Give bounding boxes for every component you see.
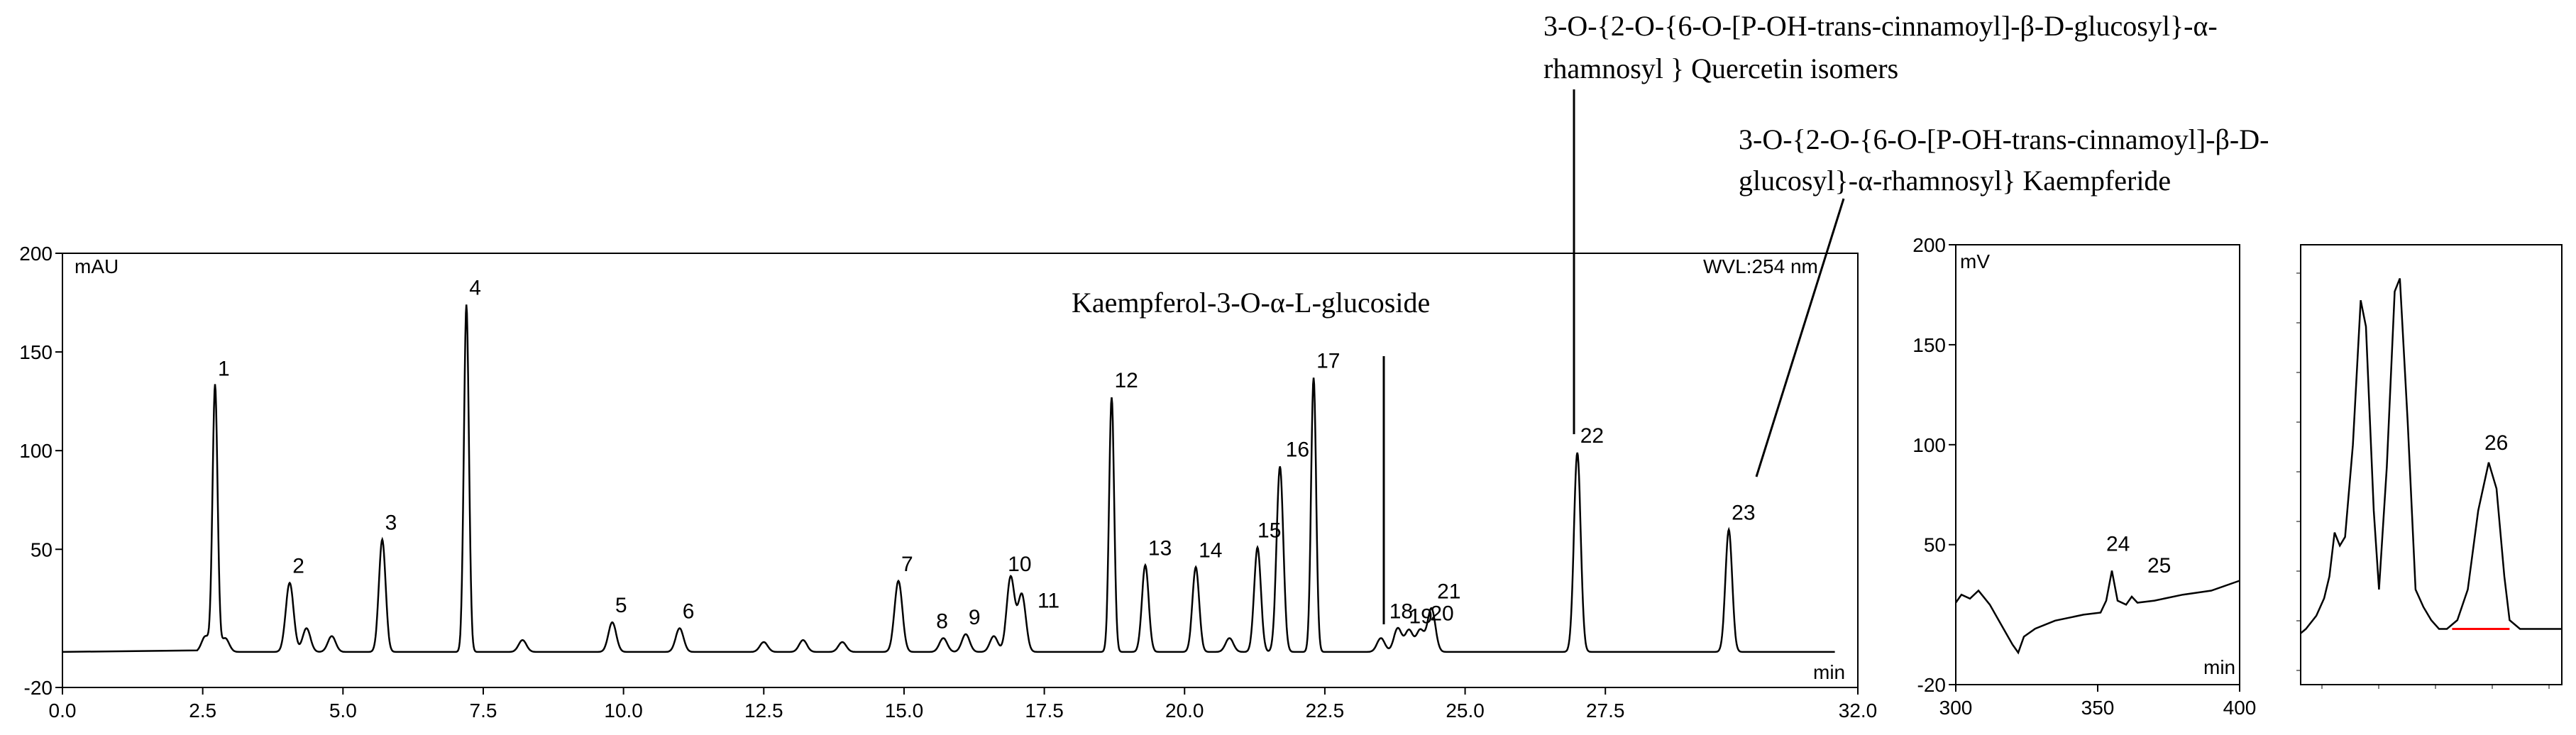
peak-label: 13 <box>1148 537 1172 560</box>
inset1-peak-label: 24 <box>2106 532 2130 556</box>
x-tick-label: 2.5 <box>189 700 216 722</box>
annotation-kaempferide-line1: 3-O-{2-O-{6-O-[P-OH-trans-cinnamoyl]-β-D… <box>1739 123 2269 155</box>
inset1-x-tick-label: 350 <box>2081 697 2115 719</box>
inset1-y-unit-label: mV <box>1960 250 1990 272</box>
main-trace-line <box>62 304 1835 653</box>
inset1-y-tick-label: 200 <box>1912 234 1946 256</box>
annotation-kaempferol: Kaempferol-3-O-α-L-glucoside <box>1072 287 1430 319</box>
inset1-y-tick-label: 150 <box>1912 334 1946 356</box>
x-tick-label: 7.5 <box>470 700 497 722</box>
y-tick-label: 150 <box>19 341 53 363</box>
x-tick-label: 25.0 <box>1446 700 1485 722</box>
inset2-peak-labels: 26 <box>2484 431 2508 455</box>
peak-label: 11 <box>1037 589 1059 612</box>
peak-label: 3 <box>385 511 397 534</box>
x-tick-label: 20.0 <box>1165 700 1204 722</box>
wavelength-label: WVL:254 nm <box>1703 255 1818 277</box>
peak-label: 7 <box>901 553 913 576</box>
main-plot-frame <box>62 253 1859 688</box>
inset2-peak-label: 26 <box>2484 431 2508 455</box>
x-tick-label: 10.0 <box>604 700 643 722</box>
peak-label: 4 <box>469 276 481 299</box>
y-unit-label: mAU <box>75 255 119 277</box>
x-tick-label: 27.5 <box>1586 700 1625 722</box>
annotation-quercetin-line2: rhamnosyl } Quercetin isomers <box>1543 52 1898 84</box>
x-tick-label: 5.0 <box>329 700 357 722</box>
peak-label: 19 <box>1409 604 1433 628</box>
pointer-kaempferide <box>1755 198 1845 477</box>
peak-label: 22 <box>1580 424 1604 448</box>
x-unit-label: min <box>1813 661 1845 683</box>
inset1-y-tick-label: -20 <box>1917 674 1946 696</box>
inset1-peak-label: 25 <box>2147 554 2171 578</box>
inset2-trace-line <box>2300 277 2562 634</box>
peak-label: 15 <box>1257 519 1281 542</box>
x-tick-label: 32.0 <box>1839 700 1878 722</box>
inset2-ticks <box>2296 272 2550 689</box>
inset1-trace-line <box>1954 570 2240 655</box>
main-trace <box>62 304 1835 653</box>
inset1-axes: 300 350 400 200 150 100 50 -20 <box>1912 234 2256 719</box>
main-chromatogram: 0.0 2.5 5.0 7.5 10.0 12.5 15.0 17.5 20.0 22.5 25.0… <box>19 243 1877 722</box>
inset1-peak-labels: 24 25 <box>2106 532 2171 578</box>
peak-label: 6 <box>683 600 695 624</box>
y-tick-label: 200 <box>19 243 53 265</box>
peak-label: 18 <box>1389 600 1413 624</box>
compound-annotations: 3-O-{2-O-{6-O-[P-OH-trans-cinnamoyl]-β-D… <box>1072 10 2269 624</box>
x-tick-label: 22.5 <box>1306 700 1345 722</box>
peak-label: 8 <box>936 609 948 633</box>
peak-label: 12 <box>1114 369 1138 392</box>
inset-chromatogram-small: 26 <box>2296 244 2563 689</box>
inset-chromatogram-mv: 300 350 400 200 150 100 50 -20 24 25 mV min <box>1912 234 2256 719</box>
peak-label: 17 <box>1316 349 1340 372</box>
inset2-plot-frame <box>2300 244 2563 685</box>
inset1-x-tick-label: 300 <box>1939 697 1973 719</box>
x-tick-label: 0.0 <box>49 700 77 722</box>
inset2-trace <box>2300 277 2562 634</box>
inset1-trace <box>1954 570 2240 655</box>
peak-label: 16 <box>1286 438 1309 461</box>
x-tick-label: 12.5 <box>744 700 783 722</box>
y-tick-label: 50 <box>31 538 53 560</box>
peak-label: 10 <box>1008 553 1031 576</box>
peak-label: 20 <box>1430 602 1453 625</box>
inset1-y-tick-label: 50 <box>1924 534 1946 556</box>
main-axes: 0.0 2.5 5.0 7.5 10.0 12.5 15.0 17.5 20.0 22.5 25.0… <box>19 243 1877 722</box>
peak-label: 9 <box>969 606 981 629</box>
inset1-x-tick-label: 400 <box>2223 697 2257 719</box>
inset1-y-tick-label: 100 <box>1912 434 1946 456</box>
x-tick-label: 15.0 <box>885 700 924 722</box>
inset1-x-unit-label: min <box>2203 656 2235 678</box>
x-tick-label: 17.5 <box>1025 700 1064 722</box>
peak-label: 21 <box>1437 580 1460 604</box>
peak-label: 2 <box>292 555 304 578</box>
annotation-kaempferide-line2: glucosyl}-α-rhamnosyl} Kaempferide <box>1739 165 2171 197</box>
annotation-quercetin-line1: 3-O-{2-O-{6-O-[P-OH-trans-cinnamoyl]-β-D… <box>1543 10 2218 42</box>
peak-label: 14 <box>1199 538 1222 562</box>
y-tick-label: 100 <box>19 440 53 462</box>
peak-label: 5 <box>615 594 627 617</box>
y-tick-label: -20 <box>24 677 53 699</box>
peak-label: 23 <box>1732 501 1755 524</box>
peak-label: 1 <box>218 357 230 380</box>
